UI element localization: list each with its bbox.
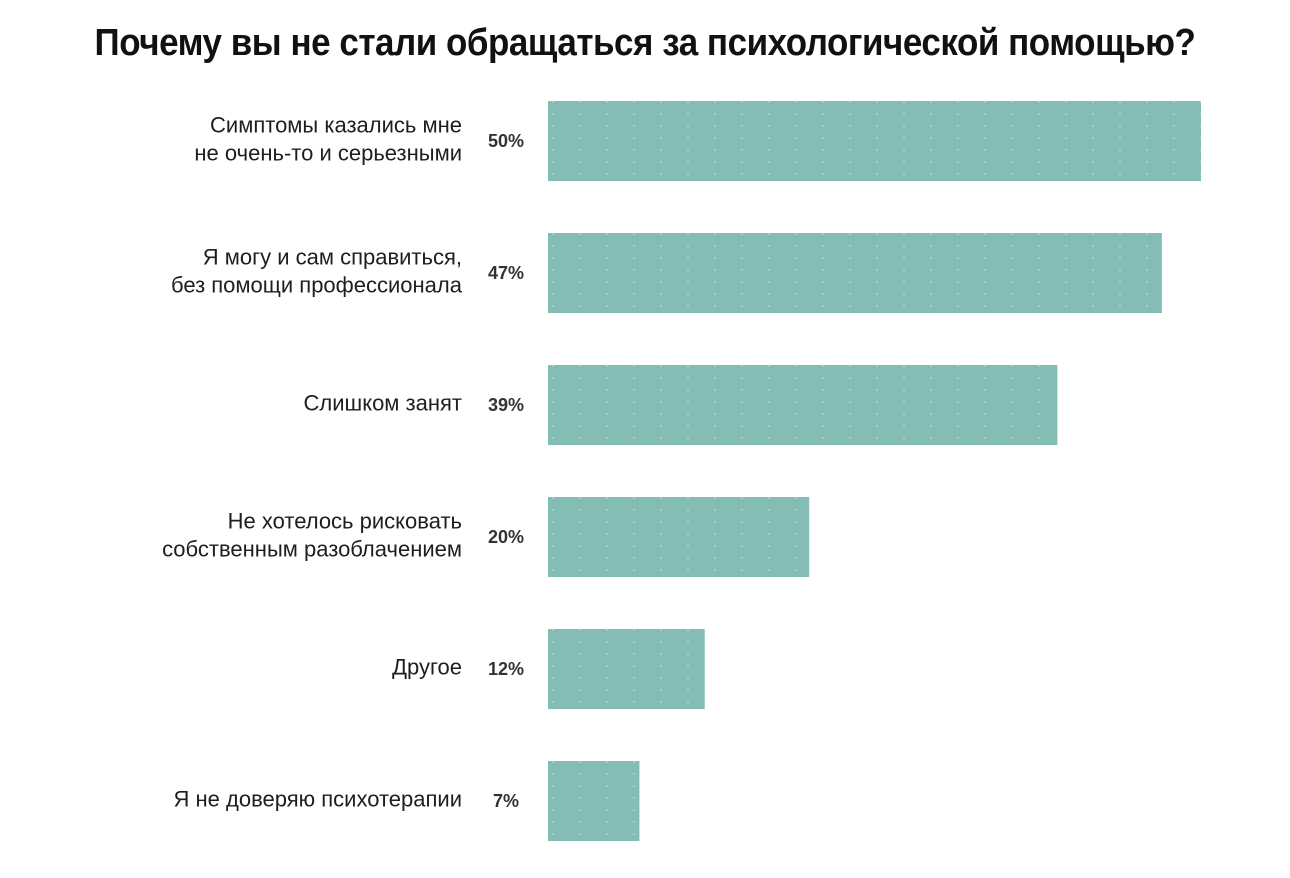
category-label-line: Я не доверяю психотерапии	[174, 787, 463, 812]
bar-texture-1	[548, 101, 1201, 181]
category-label-line: Симптомы казались мне	[210, 113, 462, 138]
bar-texture-6	[548, 761, 640, 841]
category-label-line: без помощи профессионала	[171, 273, 463, 298]
bar-texture-5	[548, 629, 705, 709]
category-label-line: Другое	[392, 655, 462, 680]
value-label-4: 20%	[488, 527, 524, 547]
category-label-line: Слишком занят	[304, 391, 462, 416]
value-label-2: 47%	[488, 263, 524, 283]
labels-layer: 50% Симптомы казались мне не очень-то и се…	[162, 113, 524, 812]
chart-title: Почему вы не стали обращаться за психоло…	[94, 22, 1196, 64]
category-label-line: Я могу и сам справиться,	[203, 245, 462, 270]
category-label-5: Другое	[392, 655, 462, 680]
category-label-1: Симптомы казались мне не очень-то и серье…	[194, 113, 462, 166]
category-label-4: Не хотелось рисковать собственным разобла…	[162, 509, 462, 562]
value-label-5: 12%	[488, 659, 524, 679]
category-label-3: Слишком занят	[304, 391, 462, 416]
bar-texture-4	[548, 497, 810, 577]
bars-layer	[548, 101, 1201, 841]
category-label-6: Я не доверяю психотерапии	[174, 787, 463, 812]
value-label-6: 7%	[493, 791, 519, 811]
category-label-2: Я могу и сам справиться, без помощи профе…	[171, 245, 463, 298]
category-label-line: не очень-то и серьезными	[194, 141, 462, 166]
bar-texture-3	[548, 365, 1058, 445]
category-label-line: собственным разоблачением	[162, 537, 462, 562]
category-label-line: Не хотелось рисковать	[228, 509, 462, 534]
bar-texture-2	[548, 233, 1162, 313]
value-label-3: 39%	[488, 395, 524, 415]
value-label-1: 50%	[488, 131, 524, 151]
